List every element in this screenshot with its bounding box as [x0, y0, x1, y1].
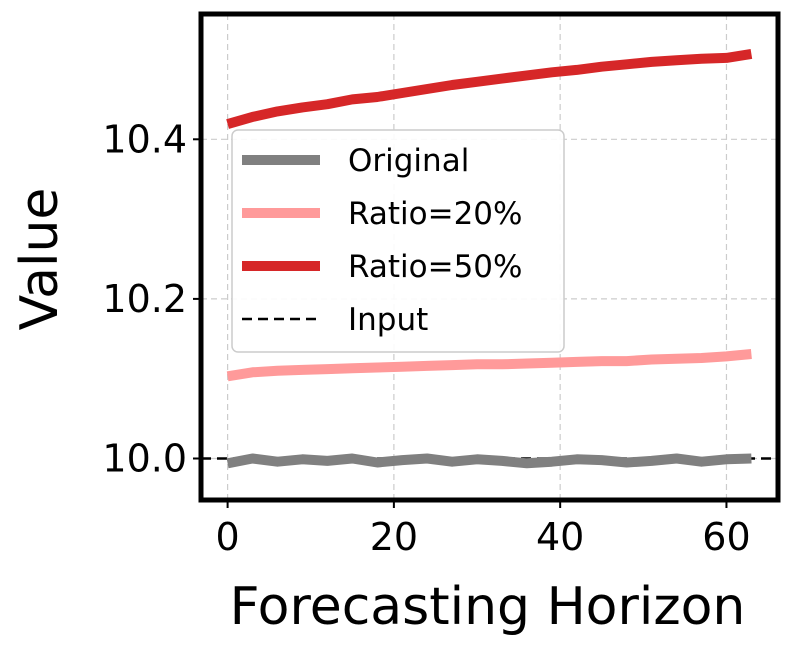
legend: Original Ratio=20% Ratio=50% Input	[231, 129, 565, 353]
series-line-ratio-50-	[226, 48, 753, 129]
x-tick-label: 40	[536, 515, 584, 559]
x-axis-title: Forecasting Horizon	[230, 577, 746, 637]
y-tick-label: 10.4	[102, 117, 187, 161]
legend-box	[231, 129, 565, 353]
y-tick-label: 10.0	[102, 437, 187, 481]
legend-label-ratio-20-: Ratio=20%	[348, 196, 522, 232]
series-layer	[201, 48, 778, 469]
legend-label-ratio-50-: Ratio=50%	[348, 249, 522, 285]
legend-label-original: Original	[348, 143, 469, 179]
y-axis-title: Value	[10, 188, 70, 331]
tick-layer: 0 20 40 60 10.0 10.2 10.4	[102, 117, 750, 559]
series-line-original	[226, 453, 752, 469]
x-tick-label: 0	[216, 515, 240, 559]
x-tick-label: 60	[702, 515, 750, 559]
series-line-ratio-20-	[226, 349, 752, 382]
legend-label-input: Input	[348, 302, 428, 338]
x-tick-label: 20	[370, 515, 418, 559]
y-tick-label: 10.2	[102, 277, 187, 321]
plot-frame	[198, 11, 781, 503]
